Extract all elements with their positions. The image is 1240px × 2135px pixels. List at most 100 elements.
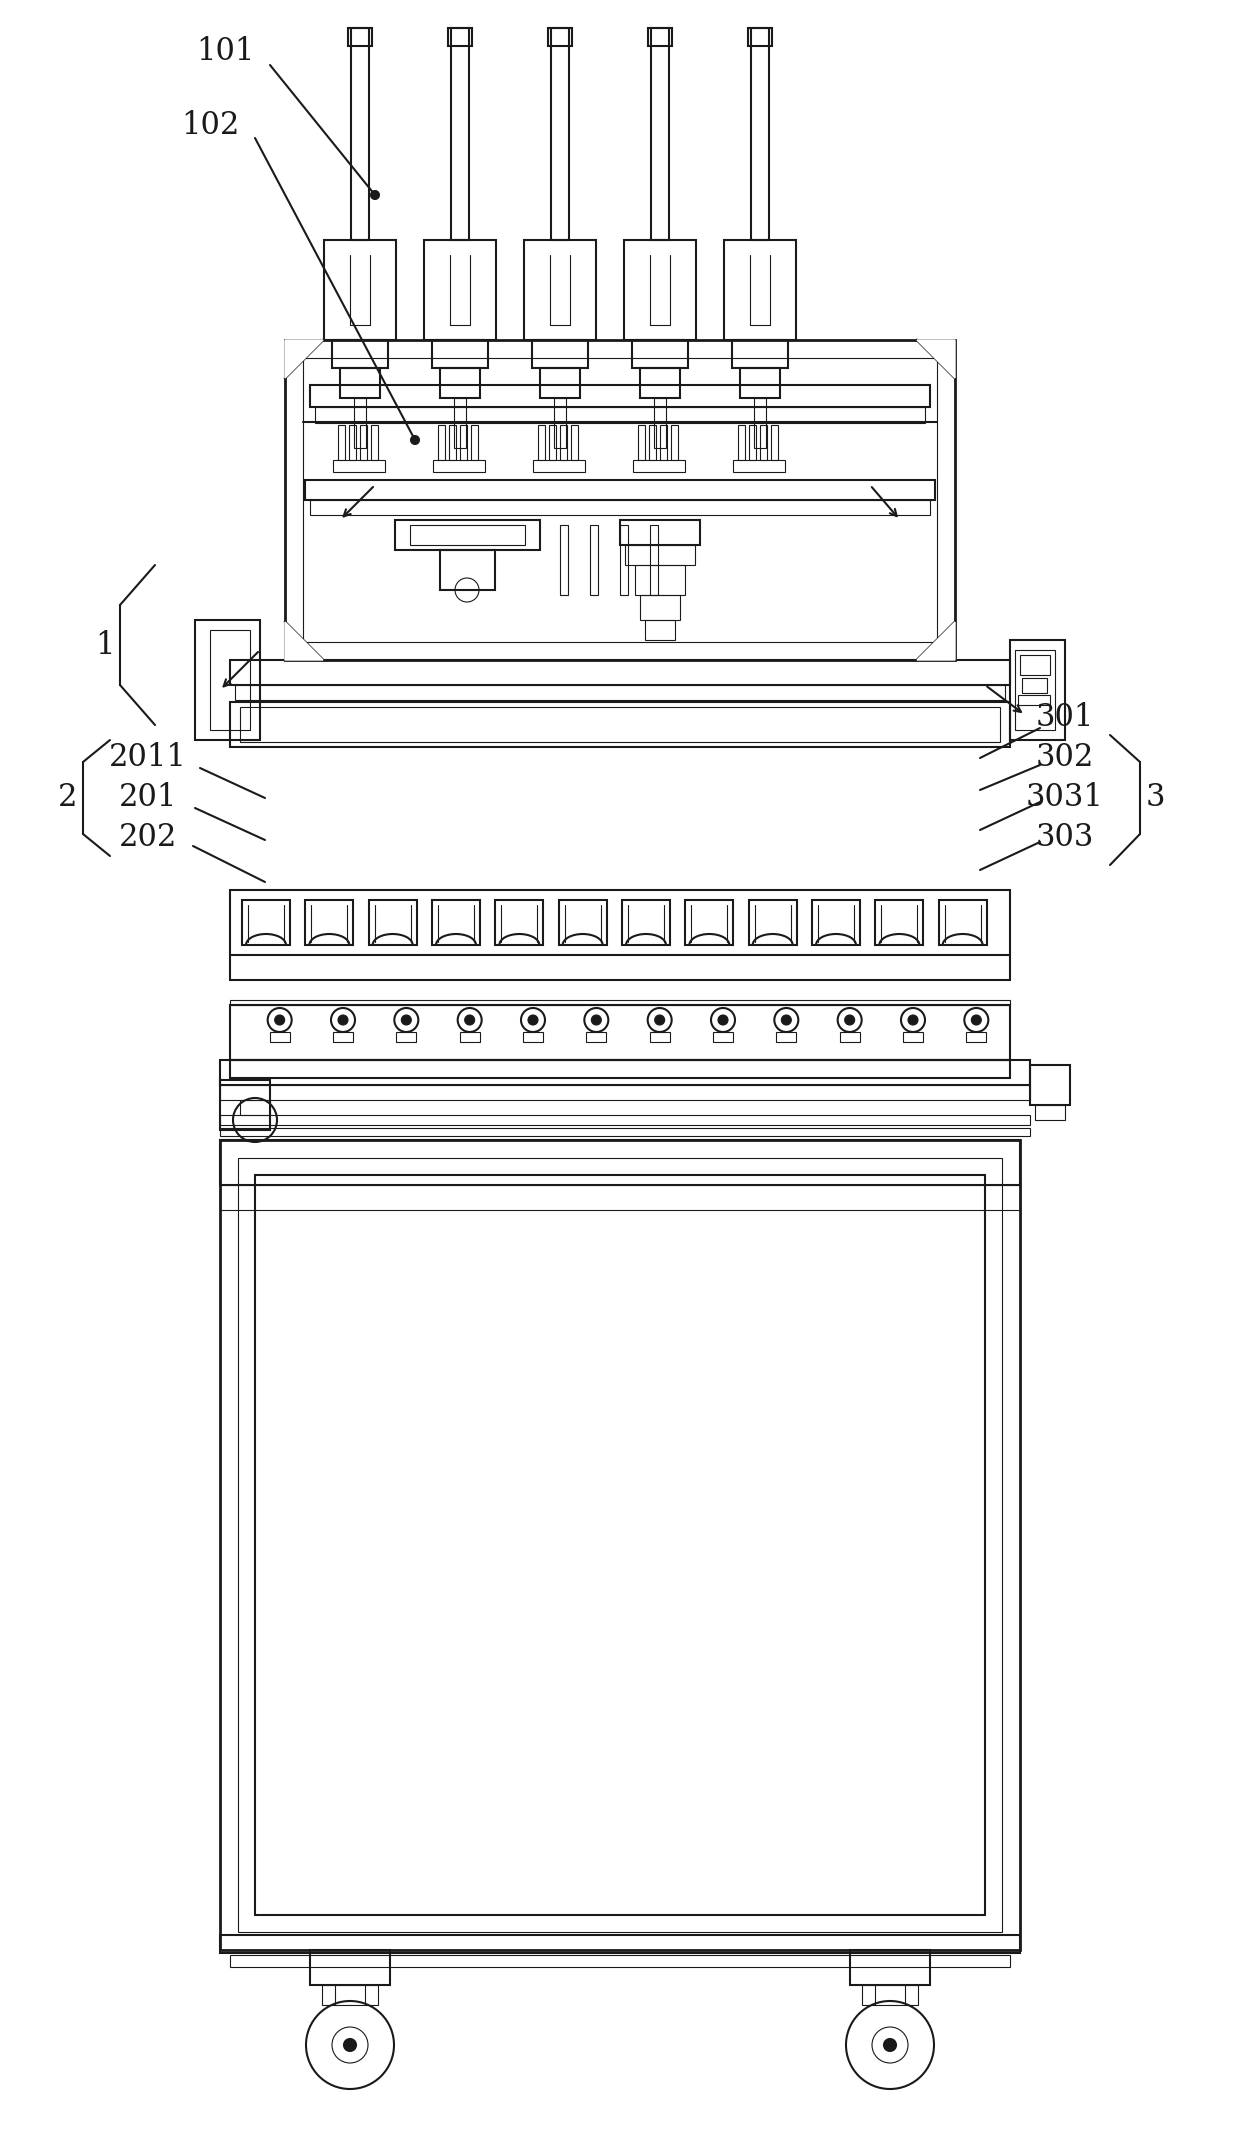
Circle shape <box>844 1014 854 1025</box>
Bar <box>649 28 672 47</box>
Bar <box>229 890 1011 980</box>
Bar <box>210 630 250 730</box>
Text: 2: 2 <box>58 784 78 813</box>
Bar <box>1035 1106 1065 1121</box>
Bar <box>440 367 480 397</box>
Bar <box>332 339 388 367</box>
Bar <box>622 901 670 946</box>
Bar <box>449 425 456 459</box>
Bar <box>632 459 684 472</box>
Bar <box>551 28 569 239</box>
Bar <box>351 28 370 239</box>
Bar <box>451 28 469 239</box>
Bar <box>353 397 366 448</box>
Bar <box>751 28 769 239</box>
Bar <box>966 1031 986 1042</box>
Bar <box>495 901 543 946</box>
Bar <box>624 239 696 339</box>
Bar <box>438 425 445 459</box>
Bar <box>1022 679 1047 694</box>
Bar <box>460 1031 480 1042</box>
Bar <box>1030 1065 1070 1106</box>
Bar <box>523 1031 543 1042</box>
Text: 301: 301 <box>1035 702 1094 734</box>
Polygon shape <box>918 621 955 660</box>
Bar <box>241 707 999 743</box>
Circle shape <box>884 2039 897 2052</box>
Bar <box>340 367 379 397</box>
Bar <box>554 397 565 448</box>
Bar <box>440 551 495 589</box>
Bar <box>219 1114 1030 1125</box>
Bar <box>724 239 796 339</box>
Text: 201: 201 <box>119 784 177 813</box>
Bar <box>733 459 785 472</box>
Bar <box>939 901 987 946</box>
Bar <box>532 339 588 367</box>
Bar <box>625 544 694 566</box>
Polygon shape <box>285 339 322 378</box>
Bar <box>862 1986 918 2005</box>
Bar <box>590 525 598 596</box>
Bar <box>229 702 1011 747</box>
Bar <box>219 1140 1021 1949</box>
Bar <box>229 660 1011 685</box>
Bar <box>749 425 756 459</box>
Bar <box>348 425 356 459</box>
Text: 3031: 3031 <box>1025 784 1104 813</box>
Bar <box>538 425 546 459</box>
Bar <box>433 459 485 472</box>
Circle shape <box>410 436 419 444</box>
Bar <box>839 1031 859 1042</box>
Bar <box>620 521 701 544</box>
Bar <box>620 525 627 596</box>
Bar <box>219 1080 270 1129</box>
Bar <box>903 1031 923 1042</box>
Bar <box>238 1157 1002 1932</box>
Polygon shape <box>918 339 955 378</box>
Bar <box>368 901 417 946</box>
Bar <box>651 28 670 239</box>
Bar <box>776 1031 796 1042</box>
Bar <box>548 28 572 47</box>
Bar <box>645 619 675 640</box>
Bar <box>229 1059 1011 1078</box>
Text: 102: 102 <box>181 109 239 141</box>
Bar <box>460 425 467 459</box>
Bar <box>749 901 796 946</box>
Circle shape <box>371 190 379 199</box>
Bar <box>315 408 925 423</box>
Bar <box>671 425 678 459</box>
Bar <box>660 425 667 459</box>
Circle shape <box>343 2039 356 2052</box>
Bar <box>310 384 930 408</box>
Circle shape <box>465 1014 475 1025</box>
Bar <box>640 367 680 397</box>
Bar <box>454 397 466 448</box>
Bar <box>754 397 766 448</box>
Bar <box>1011 640 1065 741</box>
Circle shape <box>402 1014 412 1025</box>
Text: 302: 302 <box>1035 743 1094 773</box>
Bar <box>241 1100 270 1114</box>
Bar <box>849 1949 930 1986</box>
Circle shape <box>655 1014 665 1025</box>
Bar <box>195 619 260 741</box>
Bar <box>310 1949 391 1986</box>
Text: 101: 101 <box>196 36 254 68</box>
Circle shape <box>275 1014 285 1025</box>
Bar <box>219 1085 1030 1100</box>
Bar <box>1018 696 1050 705</box>
Bar <box>632 339 688 367</box>
Bar <box>639 425 645 459</box>
Bar <box>219 1127 1030 1136</box>
Bar <box>322 1986 378 2005</box>
Bar <box>1016 649 1055 730</box>
Bar <box>310 500 930 515</box>
Bar <box>242 901 290 946</box>
Bar <box>396 521 539 551</box>
Bar <box>587 1031 606 1042</box>
Bar <box>650 525 658 596</box>
Text: 303: 303 <box>1035 822 1094 854</box>
Bar <box>1021 655 1050 675</box>
